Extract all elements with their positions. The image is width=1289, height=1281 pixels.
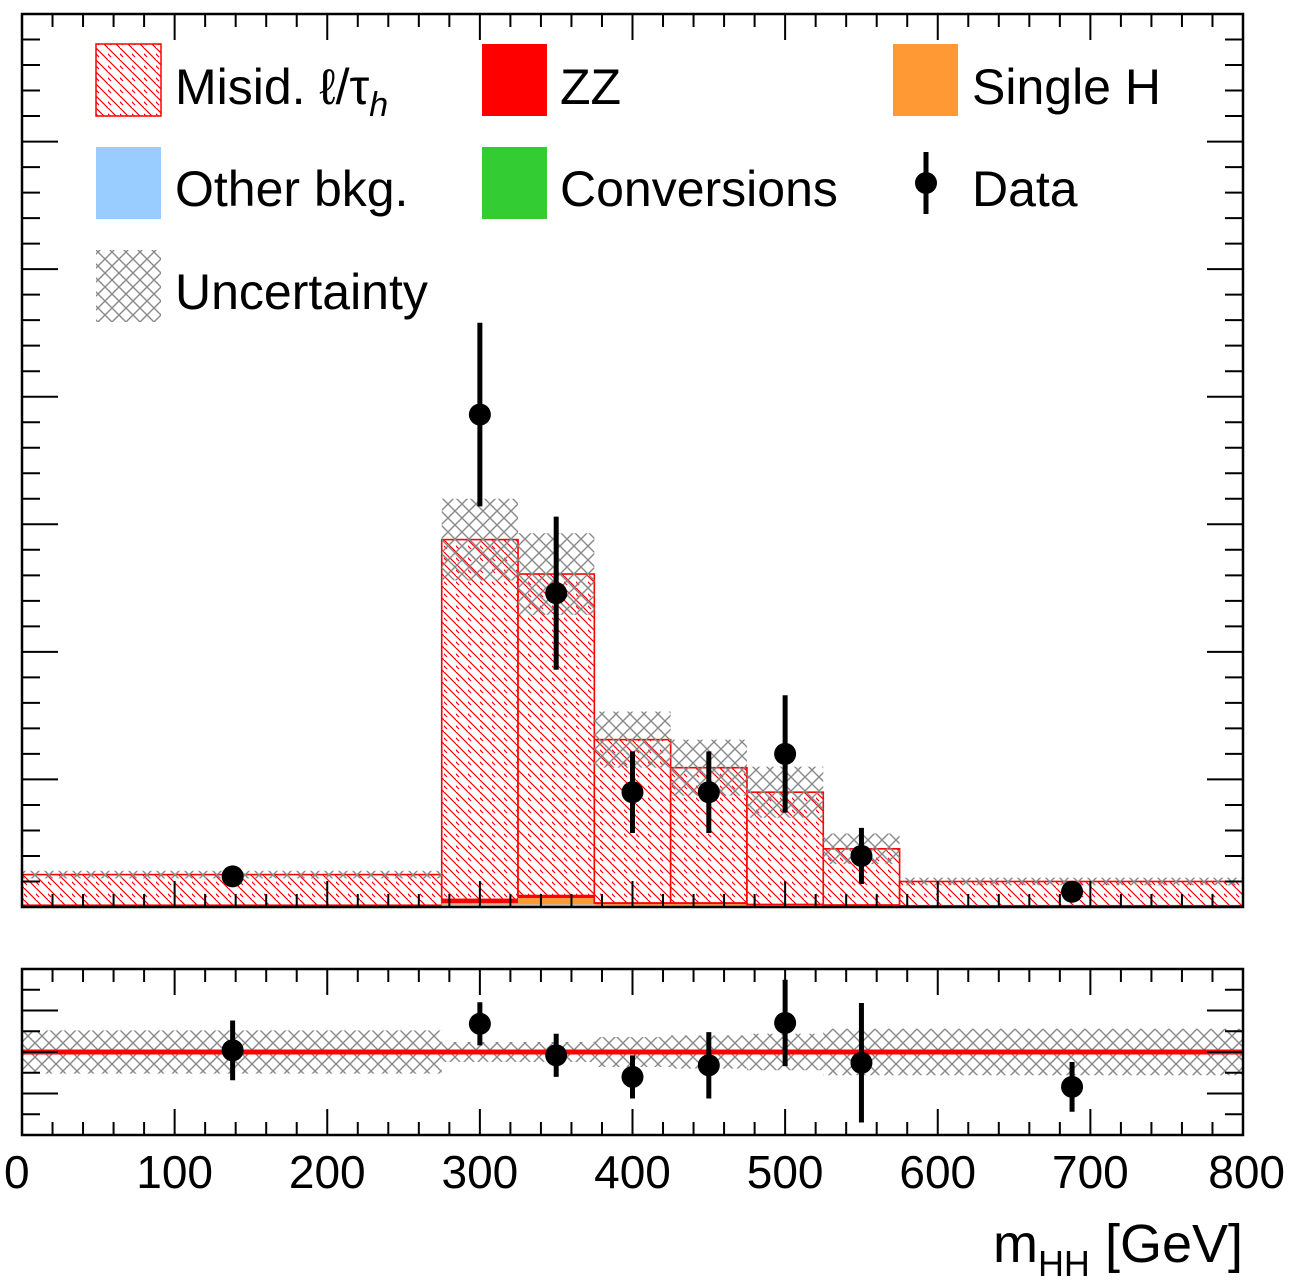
- x-axis-title-sub: HH: [1038, 1243, 1090, 1281]
- x-tick-label: 500: [747, 1146, 824, 1198]
- data-point-3: [621, 781, 644, 804]
- data-point-7: [1061, 880, 1084, 903]
- legend-label-single-h: Single H: [972, 59, 1161, 115]
- unc-band-1: [441, 498, 519, 581]
- main-panel: [20, 12, 1245, 909]
- data-points: [221, 322, 1084, 903]
- legend-item-single-h: Single H: [893, 44, 1161, 116]
- ratio-point-1: [468, 1012, 491, 1035]
- legend-swatch-uncertainty: [96, 250, 161, 322]
- x-axis-title-unit: [GeV]: [1090, 1214, 1243, 1274]
- ratio-point-0: [221, 1039, 244, 1062]
- legend-label-other-bkg: Other bkg.: [175, 161, 408, 217]
- legend-swatch-misid: [95, 43, 162, 117]
- svg-text:Misid. ℓ/τh: Misid. ℓ/τh: [175, 59, 388, 124]
- legend: Misid. ℓ/τh ZZ Single H Other bkg. Conve…: [95, 43, 1161, 322]
- legend-label-zz: ZZ: [560, 59, 621, 115]
- ratio-point-3: [621, 1065, 644, 1088]
- data-point-1: [468, 403, 491, 426]
- x-tick-labels: 0 100 200 300 400 500 600 700 800: [4, 1146, 1285, 1198]
- ratio-panel: [20, 967, 1245, 1137]
- ratio-point-4: [697, 1054, 720, 1077]
- x-tick-label: 600: [899, 1146, 976, 1198]
- x-tick-label: 400: [594, 1146, 671, 1198]
- data-point-5: [774, 742, 797, 765]
- x-axis-title: mHH [GeV]: [993, 1214, 1243, 1281]
- legend-item-other-bkg: Other bkg.: [96, 147, 408, 219]
- x-tick-label: 0: [4, 1146, 30, 1198]
- main-ticks: [21, 13, 1244, 908]
- x-tick-label: 700: [1052, 1146, 1129, 1198]
- ratio-point-2: [545, 1044, 568, 1067]
- legend-label-misid-sub: h: [369, 86, 388, 124]
- legend-item-misid: Misid. ℓ/τh: [95, 43, 388, 124]
- legend-swatch-conversions: [482, 147, 547, 219]
- x-tick-label: 200: [289, 1146, 366, 1198]
- ratio-point-5: [774, 1011, 797, 1034]
- legend-label-conversions: Conversions: [560, 161, 838, 217]
- data-point-2: [545, 582, 568, 605]
- x-axis-title-main: m: [993, 1214, 1038, 1274]
- hist-bar-zz-2: [518, 895, 595, 899]
- legend-item-zz: ZZ: [482, 44, 621, 116]
- legend-item-uncertainty: Uncertainty: [96, 250, 428, 322]
- ratio-ticks: [21, 968, 1244, 1136]
- ratio-point-6: [850, 1051, 873, 1074]
- legend-label-uncertainty: Uncertainty: [175, 264, 428, 320]
- legend-swatch-zz: [482, 44, 547, 116]
- legend-swatch-single-h: [893, 44, 958, 116]
- hist-bar-other-2: [518, 904, 595, 906]
- data-point-6: [850, 844, 873, 867]
- legend-item-data: Data: [915, 152, 1078, 217]
- legend-label-data: Data: [972, 161, 1078, 217]
- data-point-4: [697, 781, 720, 804]
- ratio-point-7: [1061, 1075, 1084, 1098]
- x-tick-label: 800: [1208, 1146, 1285, 1198]
- legend-marker-data-dot: [915, 172, 937, 194]
- x-tick-label: 100: [136, 1146, 213, 1198]
- legend-swatch-other-bkg: [96, 147, 161, 219]
- hist-bar-singleh-4: [670, 904, 747, 906]
- x-tick-label: 300: [442, 1146, 519, 1198]
- hist-bar-singleh-2: [518, 898, 595, 905]
- legend-item-conversions: Conversions: [482, 147, 838, 219]
- legend-label-misid: Misid. ℓ/τ: [175, 59, 370, 115]
- data-point-0: [221, 865, 244, 888]
- hist-bar-misid-1: [440, 538, 519, 901]
